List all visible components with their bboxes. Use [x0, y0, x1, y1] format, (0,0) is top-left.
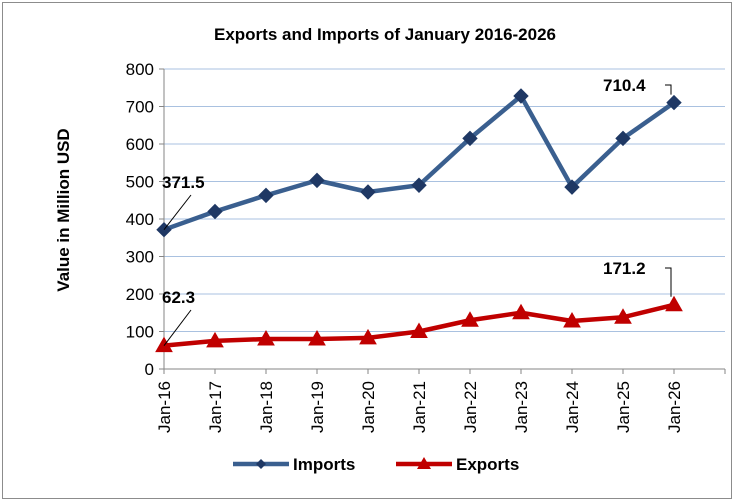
point-exports [512, 303, 530, 320]
y-tick-label-600: 600 [126, 135, 154, 154]
point-imports [309, 172, 325, 189]
leader-line [665, 84, 672, 95]
leader-line [163, 194, 192, 230]
y-axis: 0 100 200 300 400 500 600 700 800 [126, 60, 165, 379]
line-chart: Exports and Imports of January 2016-2026… [54, 25, 726, 474]
data-label: 171.2 [603, 259, 646, 278]
x-tick-label: Jan-24 [563, 381, 582, 433]
point-exports [665, 295, 683, 312]
point-imports [564, 179, 580, 195]
leader-line [163, 309, 192, 346]
y-tick-label-800: 800 [126, 60, 154, 79]
y-axis-label: Value in Million USD [54, 128, 73, 291]
point-exports [359, 328, 377, 345]
annotations: 371.5 710.4 62.3 171.2 [162, 76, 672, 346]
y-tick-label-500: 500 [126, 173, 154, 192]
y-tick-label-0: 0 [145, 360, 154, 379]
point-exports [155, 336, 173, 353]
x-tick-label: Jan-19 [308, 381, 327, 433]
point-exports [614, 308, 632, 324]
legend-marker-exports [417, 457, 431, 469]
chart-title: Exports and Imports of January 2016-2026 [214, 25, 556, 44]
point-imports [258, 187, 274, 204]
data-label: 62.3 [162, 288, 195, 307]
point-imports [207, 203, 223, 220]
point-imports [360, 184, 376, 200]
y-tick-label-400: 400 [126, 210, 154, 229]
x-axis: Jan-16 Jan-17 Jan-18 Jan-19 Jan-20 Jan-21 Jan-… [155, 368, 726, 433]
legend-marker-imports [256, 459, 266, 469]
legend: Imports Exports [233, 455, 519, 474]
legend-label-exports: Exports [456, 455, 519, 474]
point-imports [615, 130, 631, 147]
point-imports [513, 88, 529, 104]
y-tick-label-100: 100 [126, 323, 154, 342]
point-imports [462, 130, 478, 147]
x-tick-label: Jan-23 [512, 381, 531, 433]
point-exports [563, 311, 581, 328]
x-tick-label: Jan-25 [614, 381, 633, 433]
y-tick-label-700: 700 [126, 98, 154, 117]
x-tick-label: Jan-17 [206, 381, 225, 433]
x-tick-label: Jan-18 [257, 381, 276, 433]
x-tick-label: Jan-22 [461, 381, 480, 433]
legend-label-imports: Imports [293, 455, 355, 474]
x-tick-label: Jan-20 [359, 381, 378, 433]
data-label: 710.4 [603, 76, 646, 95]
gridlines [164, 68, 725, 332]
point-exports [308, 329, 326, 346]
point-imports [411, 177, 427, 193]
point-exports [461, 311, 479, 327]
point-imports [666, 94, 682, 111]
y-tick-label-200: 200 [126, 285, 154, 304]
x-tick-label: Jan-26 [665, 381, 684, 433]
leader-line [665, 267, 672, 297]
y-tick-label-300: 300 [126, 248, 154, 267]
x-tick-label: Jan-21 [410, 381, 429, 433]
series-line-imports [163, 93, 676, 232]
series [155, 88, 683, 353]
x-tick-label: Jan-16 [155, 381, 174, 433]
point-exports [410, 322, 428, 338]
point-exports [206, 331, 224, 348]
data-label: 371.5 [162, 173, 205, 192]
point-exports [257, 329, 275, 346]
